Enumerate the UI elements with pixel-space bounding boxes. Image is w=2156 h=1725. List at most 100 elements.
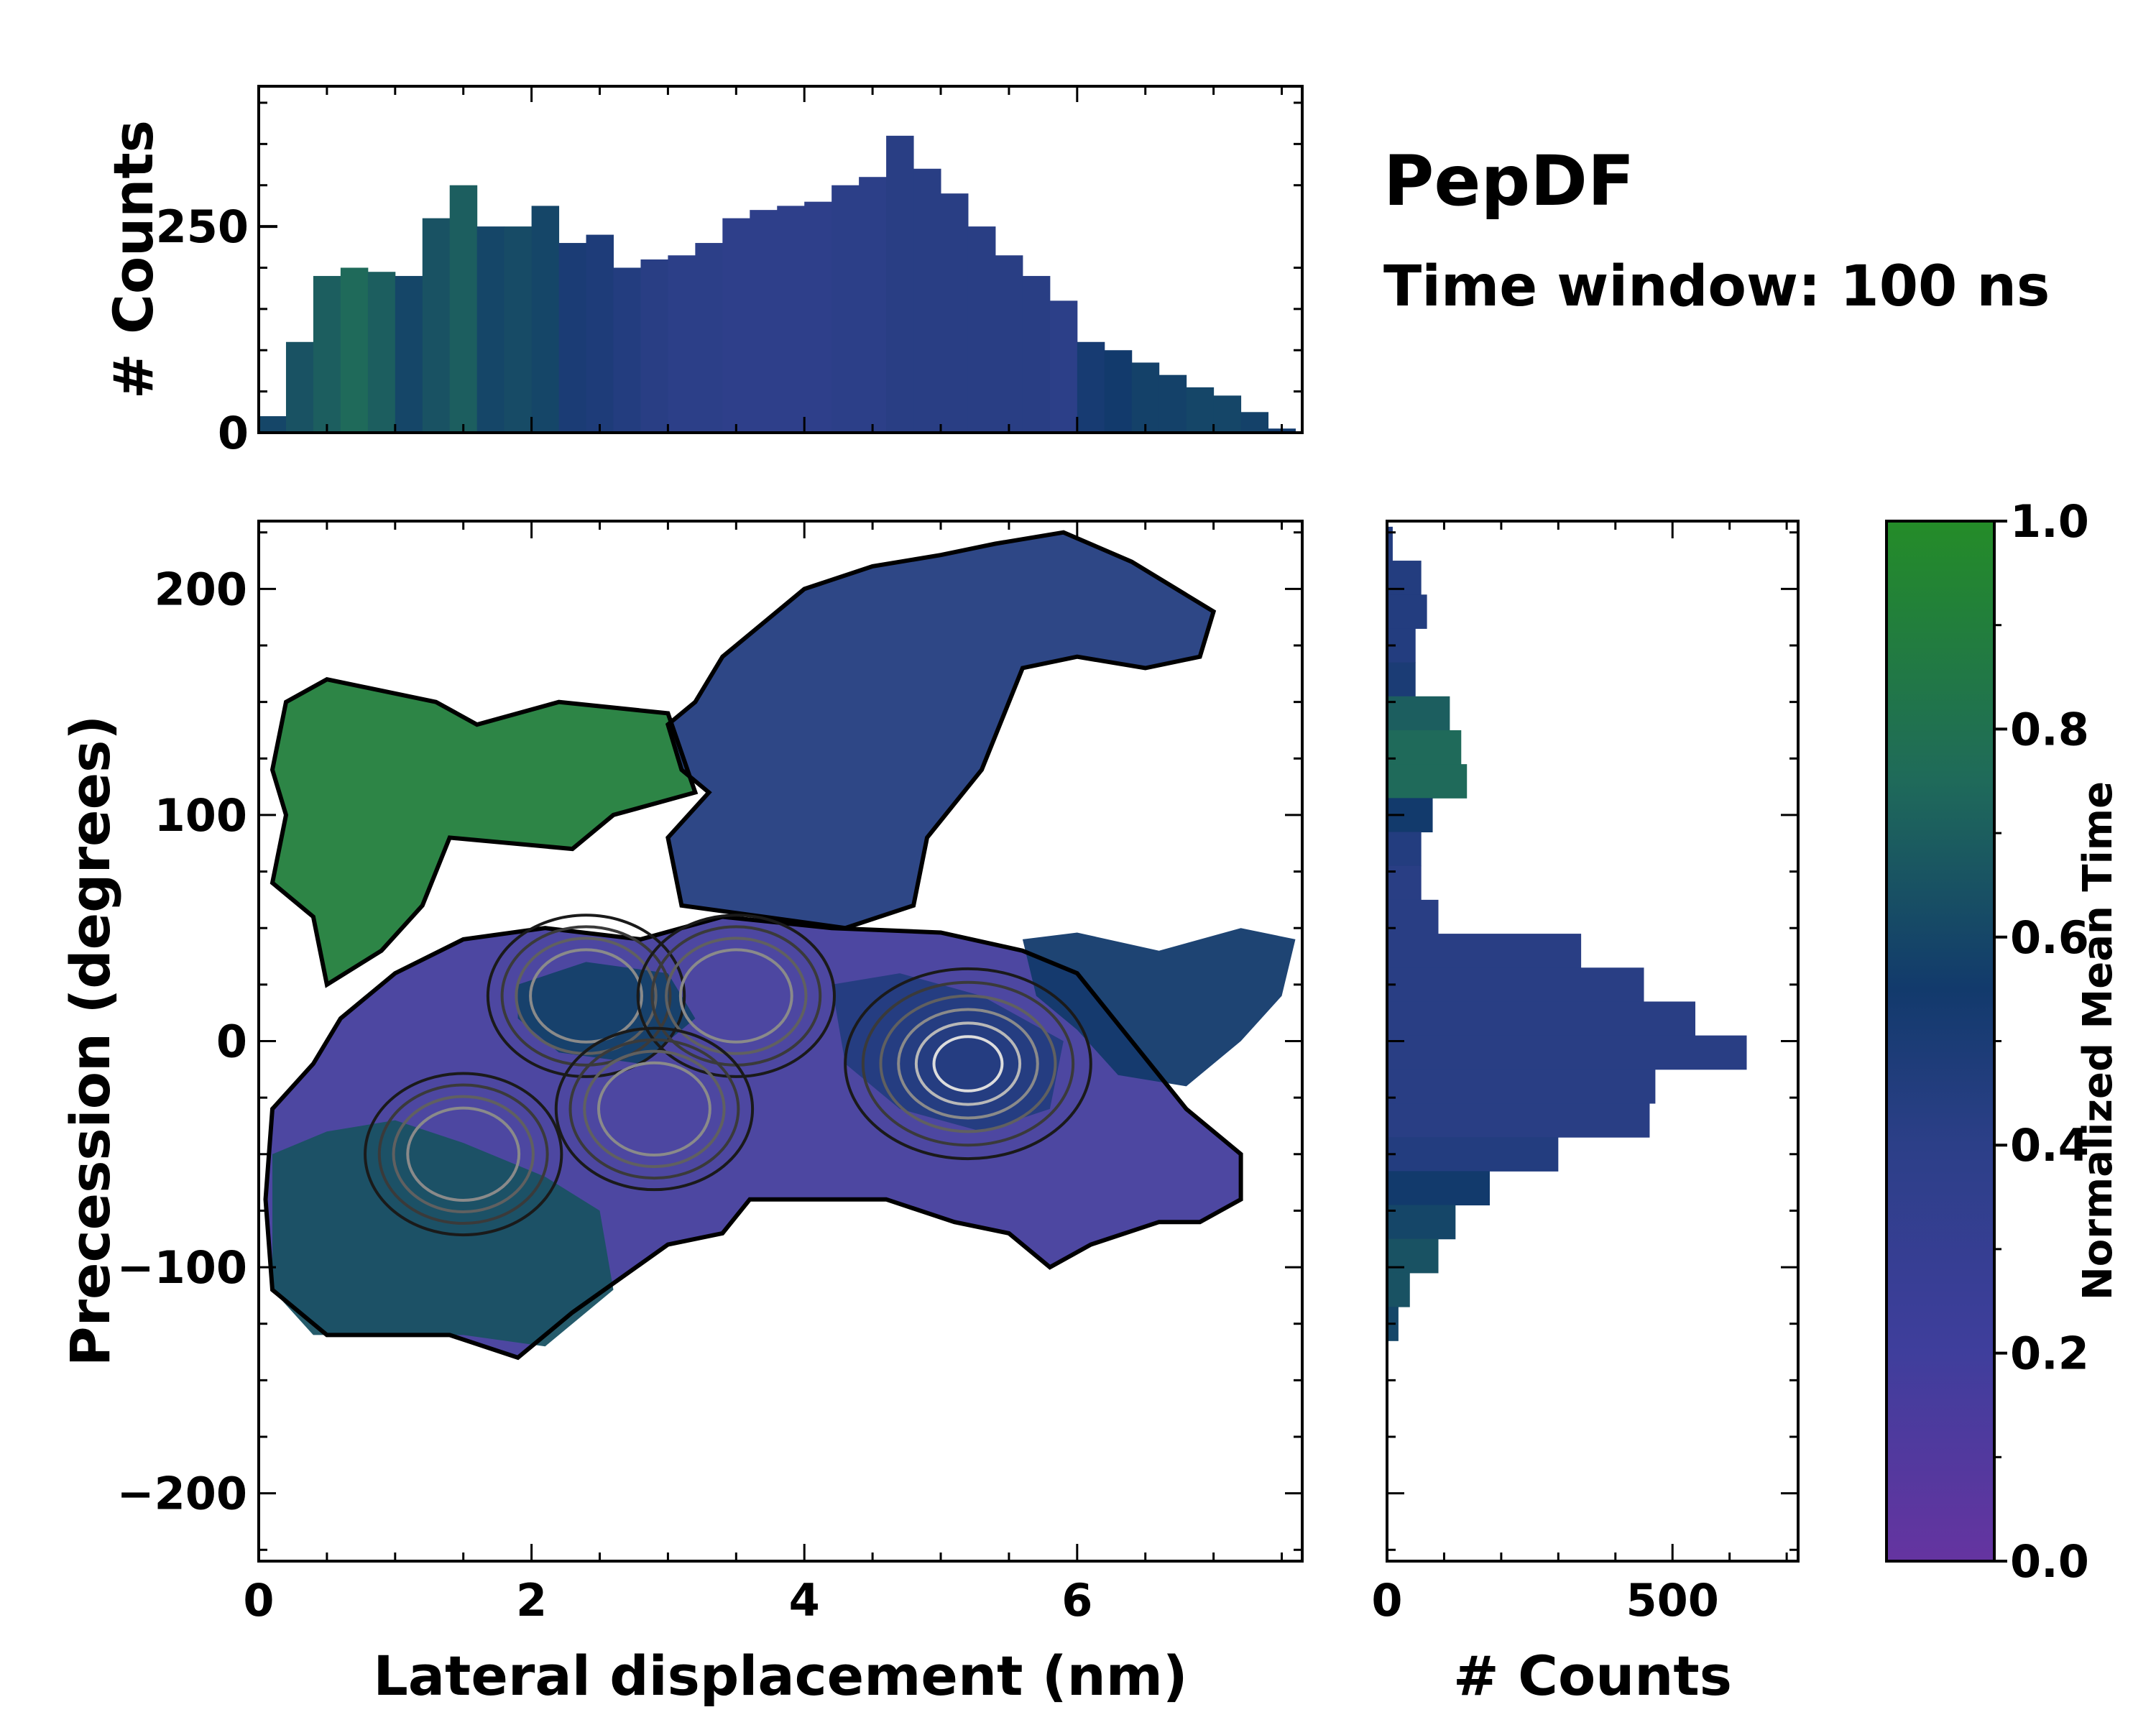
top-bar [395,275,423,433]
density-contour [636,914,836,1078]
main-heatmap-panel: 0 2 4 6 −200 −100 0 100 200 Lateral displacement… [58,520,1304,1708]
right-bar [1387,1272,1410,1307]
top-histogram-bars [259,135,1296,433]
right-bar [1387,526,1393,561]
teal-right-region [1022,928,1296,1087]
top-bar [367,272,396,433]
top-bar [1186,387,1215,433]
density-contour [596,1061,711,1157]
density-contour [897,1008,1039,1120]
colorbar-tick-label: 0.0 [2010,1535,2089,1588]
blue-upper-region [668,532,1214,929]
colorbar-tick-label: 0.2 [2010,1328,2089,1380]
top-bar [777,206,805,433]
colorbar-tick-label: 0.8 [2010,703,2089,755]
region-boundary [665,530,1217,931]
density-contour [500,925,672,1067]
right-bar [1387,1069,1656,1104]
top-bar [750,210,778,433]
right-histogram-frame [1386,520,1800,1563]
top-bar [886,135,914,433]
top-bar [640,259,668,433]
density-contour [861,980,1075,1147]
density-contour [914,1021,1022,1106]
right-bar [1387,1205,1456,1240]
figure-subtitle: Time window: 100 ns [1383,254,2050,319]
top-bar [259,416,287,433]
green-upper-left-region [272,679,696,985]
density-contour [406,1106,521,1202]
top-bar [422,218,451,433]
density-contour [377,1083,549,1225]
top-bar [722,218,750,433]
top-bar [804,201,832,433]
main-heatmap-frame [257,520,1304,1563]
top-bar [1049,300,1078,433]
right-bar [1387,1137,1559,1172]
top-bar [285,341,314,433]
top-bar [831,185,860,433]
density-contour [879,994,1057,1133]
top-bar [859,177,887,433]
main-xtick-label: 0 [243,1574,274,1627]
top-bar [995,255,1023,433]
top-histogram-panel: 0 250 # Counts [101,85,1304,459]
right-bar [1387,1171,1490,1206]
top-histogram-frame [257,85,1304,434]
density-contour [583,1049,726,1169]
colorbar-label: Normalized Mean Time [2075,781,2122,1300]
main-heatmap-ylabel: Precession (degrees) [58,715,122,1366]
top-bar [1022,275,1051,433]
right-xtick-label: 500 [1626,1574,1719,1627]
top-bar [1213,395,1242,433]
heatmap-contours [364,914,1092,1237]
right-bar [1387,967,1644,1002]
density-contour [678,948,793,1044]
top-bar [1131,362,1160,433]
right-histogram-xlabel: # Counts [1453,1644,1732,1708]
right-xtick-label: 0 [1371,1574,1402,1627]
top-bar [340,267,369,433]
colorbar-panel: 0.0 0.2 0.4 0.6 0.8 1.0 Normalized Mean Time [1885,495,2122,1588]
top-bar [313,275,341,433]
density-contour [364,1072,563,1237]
density-contour [568,1038,740,1180]
top-bar [1158,374,1187,433]
top-bar [586,234,614,433]
top-bar [1240,412,1269,433]
top-bar [695,243,723,433]
top-bar [1077,341,1105,433]
density-contour [529,948,643,1044]
right-bar [1387,594,1427,629]
right-bar [1387,1035,1747,1070]
colorbar-tick-label: 1.0 [2010,495,2089,548]
main-heatmap-ticks: 0 2 4 6 −200 −100 0 100 200 [117,521,1302,1627]
region-boundary [270,677,699,988]
right-bar [1387,832,1422,867]
main-ytick-label: 0 [216,1016,247,1068]
top-bar [476,226,505,433]
density-contour [665,937,808,1055]
top-bar [504,226,533,433]
right-bar [1387,696,1450,731]
figure-title: PepDF [1383,141,1634,221]
density-contour [844,967,1092,1161]
top-histogram-ylabel: # Counts [101,120,165,399]
top-ytick-label: 0 [218,407,249,459]
main-ytick-label: −100 [117,1241,247,1294]
top-bar [913,168,941,433]
heatmap-regions [263,530,1296,1361]
right-histogram-bars [1387,526,1747,1341]
main-xtick-label: 6 [1061,1574,1092,1627]
main-xtick-label: 4 [789,1574,820,1627]
density-contour [392,1095,535,1213]
right-bar [1387,764,1468,799]
density-contour [554,1026,755,1192]
right-bar [1387,662,1416,697]
top-ytick-label: 250 [156,201,249,253]
top-bar [941,193,969,433]
main-heatmap-xlabel: Lateral displacement (nm) [373,1644,1187,1708]
top-bar [558,243,587,433]
main-ytick-label: 100 [155,789,247,842]
